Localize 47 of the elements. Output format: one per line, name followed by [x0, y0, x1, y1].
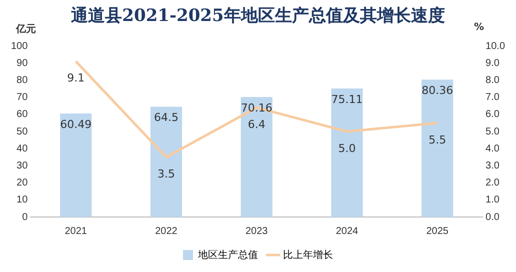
bar [331, 88, 363, 217]
legend-label: 地区生产总值 [197, 248, 258, 261]
y-tick-label: 40 [16, 143, 28, 154]
y2-tick-label: 5.0 [486, 126, 500, 138]
x-tick-label: 2025 [426, 226, 449, 237]
y2-tick-label: 1.0 [486, 194, 500, 206]
y2-tick-label: 6.0 [486, 109, 500, 120]
data-label: 64.5 [154, 111, 178, 124]
x-tick-label: 2021 [64, 226, 88, 237]
y-tick-label: 50 [16, 126, 28, 138]
y-tick-label: 60 [16, 109, 28, 120]
y-tick-label: 20 [16, 178, 28, 189]
y2-tick-label: 8.0 [486, 74, 500, 86]
y2-tick-label: 2.0 [486, 178, 500, 189]
y2-tick-label: 10.0 [486, 40, 506, 52]
y-tick-label: 0 [22, 212, 28, 223]
bar [240, 97, 272, 217]
data-label: 6.4 [248, 118, 266, 131]
chart-title: 通道县2021-2025年地区生产总值及其增长速度 [71, 6, 445, 26]
y-tick-label: 100 [10, 40, 28, 52]
y-tick-label: 80 [16, 74, 28, 86]
y2-tick-label: 3.0 [486, 160, 500, 172]
data-label: 80.36 [422, 84, 454, 97]
data-label: 9.1 [67, 72, 85, 85]
bar [422, 80, 454, 217]
data-label: 75.11 [331, 92, 363, 106]
data-label: 5.5 [428, 133, 446, 146]
y2-tick-label: 9.0 [486, 58, 500, 69]
data-label: 70.16 [240, 101, 272, 114]
x-tick-label: 2024 [336, 226, 359, 237]
y2-tick-label: 0.0 [486, 212, 500, 223]
y-tick-label: 30 [16, 160, 28, 172]
y-axis-title: 亿元 [16, 22, 36, 36]
legend-label: 比上年增长 [283, 248, 333, 261]
y2-tick-label: 7.0 [486, 92, 500, 104]
y-tick-label: 90 [16, 58, 28, 69]
data-label: 5.0 [338, 142, 356, 155]
data-label: 3.5 [157, 168, 175, 181]
data-label: 60.49 [60, 118, 92, 131]
y2-axis-title: % [474, 22, 484, 33]
x-tick-label: 2022 [155, 226, 178, 237]
bar [150, 106, 182, 217]
x-tick-label: 2023 [245, 226, 268, 237]
bar [60, 114, 92, 217]
y-tick-label: 70 [16, 92, 28, 104]
y-tick-label: 10 [16, 194, 28, 206]
y2-tick-label: 4.0 [486, 143, 500, 154]
